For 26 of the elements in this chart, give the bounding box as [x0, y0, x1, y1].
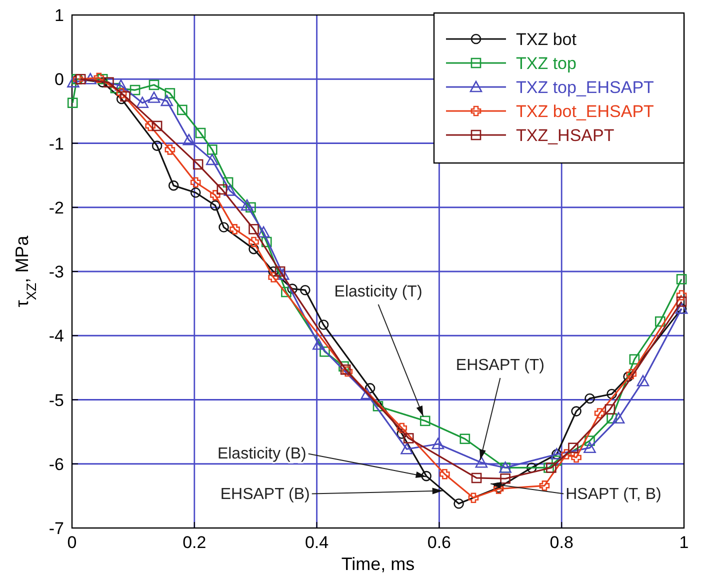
legend-label: TXZ bot_EHSAPT [516, 102, 654, 121]
x-tick-label: 0.2 [182, 533, 206, 552]
y-tick-label: -3 [48, 262, 64, 282]
y-tick-label: -7 [48, 519, 64, 538]
y-tick-label: -4 [48, 326, 64, 346]
x-tick-label: 0.8 [550, 533, 574, 552]
annotation: HSAPT (T, B) [566, 486, 662, 503]
x-tick-label: 1 [679, 533, 689, 552]
annotation: Elasticity (B) [217, 446, 306, 463]
x-axis-title: Time, ms [341, 554, 415, 574]
annotation: EHSAPT (T) [456, 357, 545, 374]
legend-label: TXZ top [516, 54, 576, 73]
annotation: EHSAPT (B) [220, 486, 310, 503]
legend-label: TXZ_HSAPT [516, 126, 614, 145]
legend-label: TXZ bot [516, 30, 577, 49]
x-tick-label: 0.4 [304, 533, 329, 552]
x-tick-label: 0.6 [427, 533, 452, 552]
y-tick-label: -5 [48, 390, 64, 410]
y-tick-label: 1 [54, 6, 64, 25]
y-tick-label: -6 [48, 454, 64, 474]
x-tick-label: 0 [67, 533, 77, 552]
y-tick-label: -2 [48, 198, 64, 218]
legend-label: TXZ top_EHSAPT [516, 78, 654, 97]
y-tick-label: -1 [48, 134, 64, 154]
y-tick-label: 0 [54, 70, 64, 90]
annotation: Elasticity (T) [334, 283, 422, 300]
